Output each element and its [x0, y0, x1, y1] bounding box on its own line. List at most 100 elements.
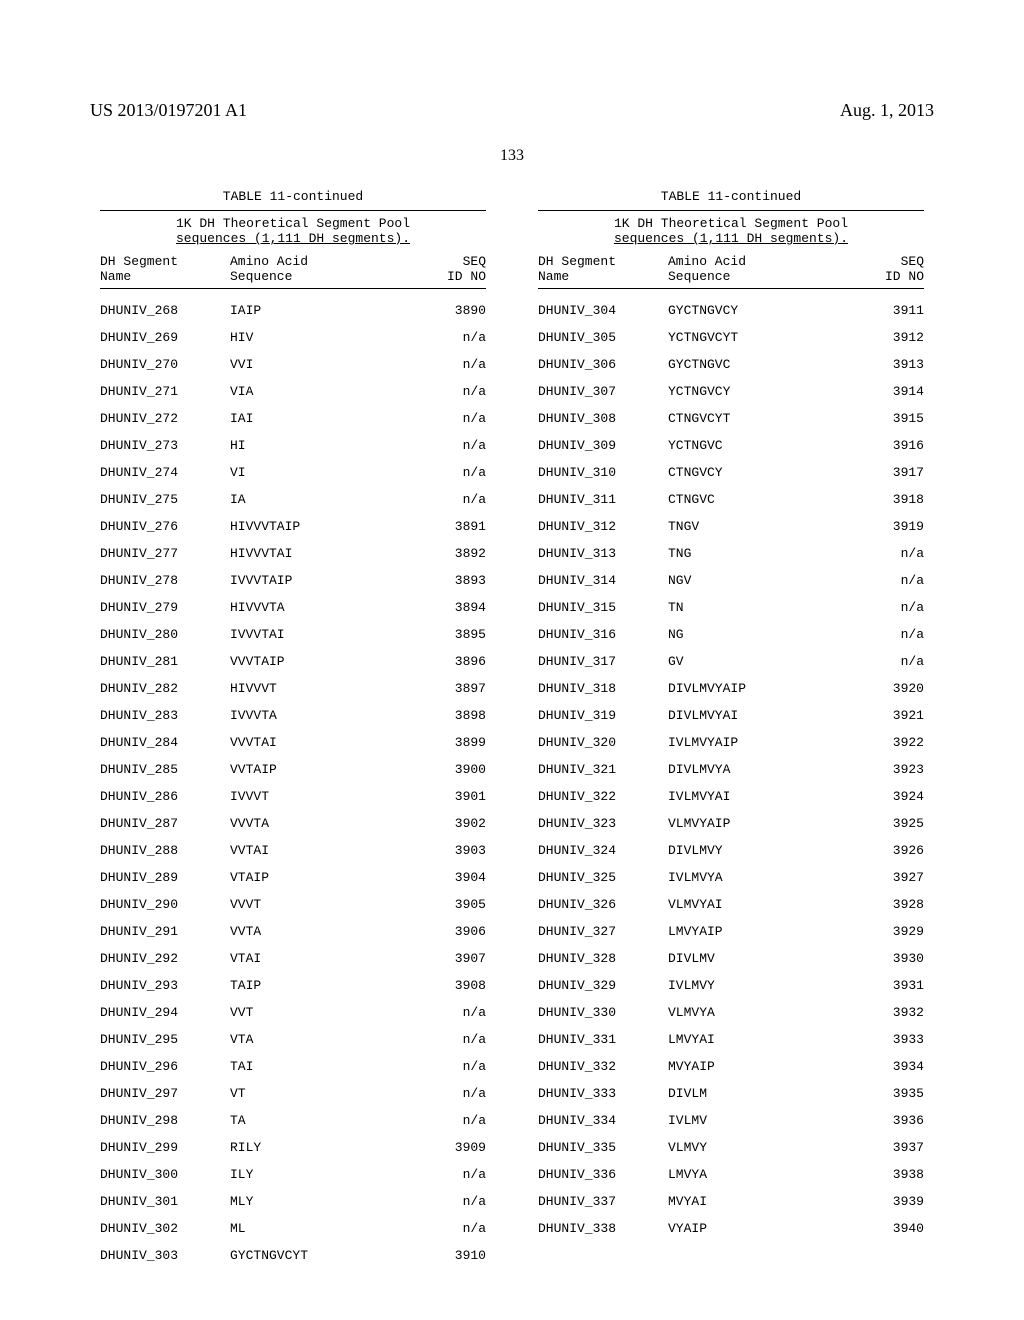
amino-acid-seq: CTNGVC [668, 492, 798, 507]
col-header: Amino Acid [668, 254, 798, 269]
seq-id-no: n/a [360, 1032, 486, 1047]
table-row: DHUNIV_286IVVVT3901 [100, 783, 486, 810]
segment-name: DHUNIV_287 [100, 816, 230, 831]
amino-acid-seq: VLMVYAI [668, 897, 798, 912]
amino-acid-seq: GYCTNGVC [668, 357, 798, 372]
segment-name: DHUNIV_311 [538, 492, 668, 507]
seq-id-no: n/a [360, 411, 486, 426]
segment-name: DHUNIV_299 [100, 1140, 230, 1155]
amino-acid-seq: IVLMVYA [668, 870, 798, 885]
segment-name: DHUNIV_295 [100, 1032, 230, 1047]
segment-name: DHUNIV_320 [538, 735, 668, 750]
seq-id-no: 3909 [360, 1140, 486, 1155]
table-row: DHUNIV_297VTn/a [100, 1080, 486, 1107]
segment-name: DHUNIV_331 [538, 1032, 668, 1047]
seq-id-no: 3910 [360, 1248, 486, 1263]
header-row-right: DH Segment Name Amino Acid Sequence SEQ … [538, 254, 924, 289]
segment-name: DHUNIV_335 [538, 1140, 668, 1155]
col-header: DH Segment [538, 254, 668, 269]
seq-id-no: 3914 [798, 384, 924, 399]
segment-name: DHUNIV_313 [538, 546, 668, 561]
segment-name: DHUNIV_317 [538, 654, 668, 669]
seq-id-no: n/a [360, 384, 486, 399]
amino-acid-seq: MLY [230, 1194, 360, 1209]
amino-acid-seq: LMVYA [668, 1167, 798, 1182]
table-row: DHUNIV_271VIAn/a [100, 378, 486, 405]
table-row: DHUNIV_329IVLMVY3931 [538, 972, 924, 999]
table-row: DHUNIV_284VVVTAI3899 [100, 729, 486, 756]
segment-name: DHUNIV_281 [100, 654, 230, 669]
seq-id-no: n/a [798, 600, 924, 615]
amino-acid-seq: VI [230, 465, 360, 480]
table-row: DHUNIV_307YCTNGVCY3914 [538, 378, 924, 405]
segment-name: DHUNIV_283 [100, 708, 230, 723]
subtitle-right-2: sequences (1,111 DH segments). [538, 231, 924, 246]
seq-id-no: 3923 [798, 762, 924, 777]
amino-acid-seq: VLMVYAIP [668, 816, 798, 831]
subtitle-right-1: 1K DH Theoretical Segment Pool [538, 210, 924, 231]
table-row: DHUNIV_312TNGV3919 [538, 513, 924, 540]
segment-name: DHUNIV_318 [538, 681, 668, 696]
seq-id-no: 3936 [798, 1113, 924, 1128]
table-row: DHUNIV_305YCTNGVCYT3912 [538, 324, 924, 351]
seq-id-no: n/a [798, 573, 924, 588]
table-row: DHUNIV_315TNn/a [538, 594, 924, 621]
table-row: DHUNIV_325IVLMVYA3927 [538, 864, 924, 891]
segment-name: DHUNIV_315 [538, 600, 668, 615]
table-row: DHUNIV_281VVVTAIP3896 [100, 648, 486, 675]
page-number: 133 [0, 147, 1024, 165]
segment-name: DHUNIV_334 [538, 1113, 668, 1128]
table-row: DHUNIV_295VTAn/a [100, 1026, 486, 1053]
seq-id-no: 3904 [360, 870, 486, 885]
amino-acid-seq: NGV [668, 573, 798, 588]
table-row: DHUNIV_280IVVVTAI3895 [100, 621, 486, 648]
amino-acid-seq: VVI [230, 357, 360, 372]
seq-id-no: 3906 [360, 924, 486, 939]
amino-acid-seq: TN [668, 600, 798, 615]
table-row: DHUNIV_296TAIn/a [100, 1053, 486, 1080]
col-header: Sequence [230, 269, 360, 284]
amino-acid-seq: VTAIP [230, 870, 360, 885]
amino-acid-seq: VVT [230, 1005, 360, 1020]
table-row: DHUNIV_323VLMVYAIP3925 [538, 810, 924, 837]
segment-name: DHUNIV_273 [100, 438, 230, 453]
table-row: DHUNIV_328DIVLMV3930 [538, 945, 924, 972]
table-row: DHUNIV_302MLn/a [100, 1215, 486, 1242]
amino-acid-seq: TNG [668, 546, 798, 561]
seq-id-no: n/a [798, 654, 924, 669]
segment-name: DHUNIV_316 [538, 627, 668, 642]
segment-name: DHUNIV_336 [538, 1167, 668, 1182]
amino-acid-seq: VVTA [230, 924, 360, 939]
amino-acid-seq: IVLMVYAI [668, 789, 798, 804]
seq-id-no: n/a [798, 627, 924, 642]
subtitle-left-2: sequences (1,111 DH segments). [100, 231, 486, 246]
table-row: DHUNIV_298TAn/a [100, 1107, 486, 1134]
amino-acid-seq: MVYAI [668, 1194, 798, 1209]
col-header: Sequence [668, 269, 798, 284]
table-row: DHUNIV_278IVVVTAIP3893 [100, 567, 486, 594]
col-header: Amino Acid [230, 254, 360, 269]
segment-name: DHUNIV_282 [100, 681, 230, 696]
amino-acid-seq: TAIP [230, 978, 360, 993]
amino-acid-seq: VVVT [230, 897, 360, 912]
seq-id-no: 3921 [798, 708, 924, 723]
seq-id-no: n/a [360, 1113, 486, 1128]
segment-name: DHUNIV_294 [100, 1005, 230, 1020]
segment-name: DHUNIV_293 [100, 978, 230, 993]
seq-id-no: 3931 [798, 978, 924, 993]
table-row: DHUNIV_324DIVLMVY3926 [538, 837, 924, 864]
seq-id-no: 3901 [360, 789, 486, 804]
seq-id-no: 3903 [360, 843, 486, 858]
table-row: DHUNIV_287VVVTA3902 [100, 810, 486, 837]
segment-name: DHUNIV_276 [100, 519, 230, 534]
seq-id-no: 3934 [798, 1059, 924, 1074]
amino-acid-seq: IVVVTAI [230, 627, 360, 642]
amino-acid-seq: DIVLMVYAIP [668, 681, 798, 696]
seq-id-no: 3938 [798, 1167, 924, 1182]
table-row: DHUNIV_310CTNGVCY3917 [538, 459, 924, 486]
table-row: DHUNIV_313TNGn/a [538, 540, 924, 567]
col-header: Name [538, 269, 668, 284]
segment-name: DHUNIV_279 [100, 600, 230, 615]
seq-id-no: 3896 [360, 654, 486, 669]
seq-id-no: n/a [360, 492, 486, 507]
